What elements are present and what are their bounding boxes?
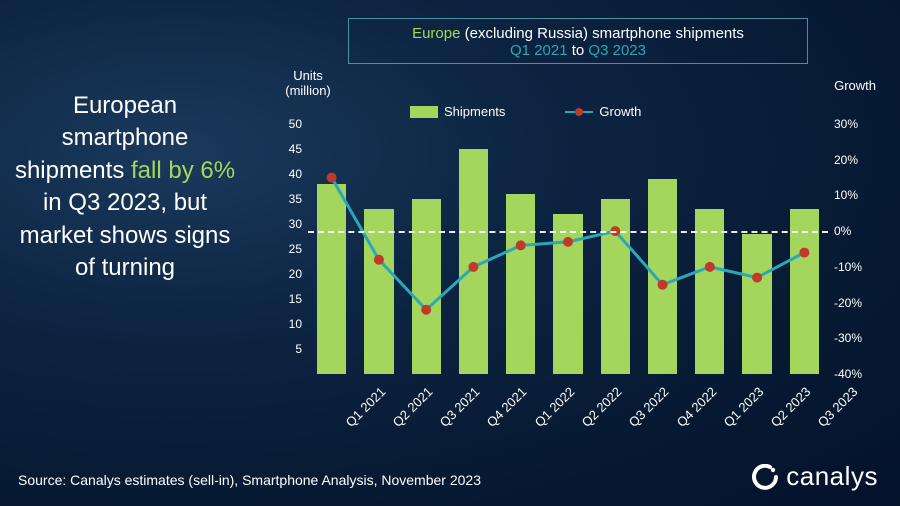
y-left-tick: 45 [289,142,302,156]
x-label: Q4 2022 [673,384,719,430]
legend-growth: Growth [565,104,641,119]
y-left-tick: 25 [289,242,302,256]
y-left-tick: 30 [289,217,302,231]
x-label: Q1 2023 [720,384,766,430]
y-right-label: Growth [834,78,876,93]
title-q-end: Q3 2023 [588,42,646,59]
title-rest: (excluding Russia) smartphone shipments [460,25,743,42]
x-label: Q1 2021 [342,384,388,430]
y-right-tick: 0% [834,224,851,238]
headline-emphasis: fall by 6% [131,157,235,184]
growth-marker [327,173,337,183]
slide: Europe (excluding Russia) smartphone shi… [0,0,900,506]
growth-marker [752,273,762,283]
y-right-tick: -40% [834,367,862,381]
title-prefix: Europe [412,25,460,42]
y-left-tick: 20 [289,267,302,281]
y-right-tick: -10% [834,260,862,274]
legend-line-label: Growth [599,104,641,119]
title-mid: to [568,42,589,59]
zero-growth-line [308,231,828,233]
growth-marker [468,262,478,272]
legend-bar-label: Shipments [444,104,505,119]
source-text: Source: Canalys estimates (sell-in), Sma… [18,472,481,488]
growth-marker [799,248,809,258]
x-label: Q1 2022 [531,384,577,430]
growth-line [308,124,828,374]
y-left-tick: 35 [289,192,302,206]
growth-marker [516,240,526,250]
y-left-tick: 50 [289,117,302,131]
combo-chart: Units(million) Growth Shipments Growth 5… [250,72,870,432]
growth-marker [563,237,573,247]
legend: Shipments Growth [410,104,641,119]
y-left-tick: 5 [295,342,302,356]
growth-marker [705,262,715,272]
x-label: Q2 2021 [390,384,436,430]
y-right-tick: -30% [834,331,862,345]
x-label: Q3 2021 [437,384,483,430]
title-q-start: Q1 2021 [510,42,568,59]
chart-title-line2: Q1 2021 to Q3 2023 [349,42,807,59]
growth-marker [658,280,668,290]
headline: European smartphone shipments fall by 6%… [10,90,240,284]
legend-shipments: Shipments [410,104,505,119]
legend-bar-swatch [410,106,438,118]
brand-logo-text: canalys [786,461,878,492]
y-right-tick: -20% [834,296,862,310]
y-right-tick: 10% [834,188,858,202]
x-label: Q4 2021 [484,384,530,430]
y-left-tick: 10 [289,317,302,331]
y-right-tick: 30% [834,117,858,131]
x-label: Q2 2023 [768,384,814,430]
growth-marker [374,255,384,265]
chart-title-line1: Europe (excluding Russia) smartphone shi… [349,25,807,42]
x-label: Q3 2022 [626,384,672,430]
y-left-tick: 15 [289,292,302,306]
growth-marker [421,305,431,315]
y-left-tick: 40 [289,167,302,181]
legend-line-swatch [565,111,593,113]
x-labels: Q1 2021Q2 2021Q3 2021Q4 2021Q1 2022Q2 20… [308,378,828,438]
x-label: Q2 2022 [579,384,625,430]
plot-area: 5101520253035404550 -40%-30%-20%-10%0%10… [308,124,828,374]
y-left-label: Units(million) [278,68,338,98]
chart-title-box: Europe (excluding Russia) smartphone shi… [348,18,808,64]
x-label: Q3 2023 [815,384,861,430]
canalys-logo-icon [752,464,778,490]
brand-logo: canalys [752,461,878,492]
headline-part2: in Q3 2023, but market shows signs of tu… [20,189,231,281]
y-right-tick: 20% [834,153,858,167]
